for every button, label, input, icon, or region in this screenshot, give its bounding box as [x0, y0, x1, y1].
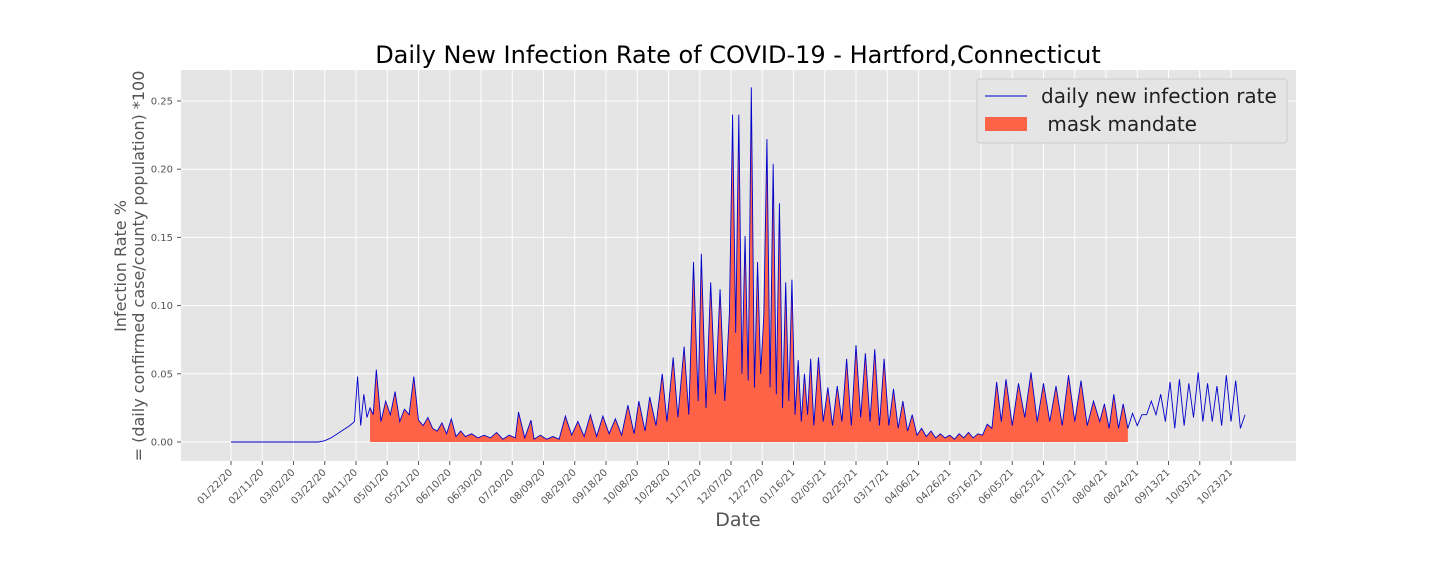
y-tick-label-2: 0.10	[151, 301, 173, 312]
legend: daily new infection rate mask mandate	[976, 78, 1288, 144]
y-axis-title-line1: Infection Rate %	[111, 200, 130, 332]
x-axis-ticks: 01/22/2002/11/2003/02/2003/22/2004/11/20…	[196, 461, 1235, 507]
mask-mandate-area-group	[370, 87, 1128, 443]
y-axis-ticks: 0.00 0.05 0.10 0.15 0.20 0.25	[151, 97, 181, 449]
y-tick-label-0: 0.00	[151, 438, 173, 449]
mask-mandate-area	[370, 87, 1128, 443]
y-axis-title: Infection Rate % = (daily confirmed case…	[111, 71, 148, 462]
legend-fill-swatch	[985, 117, 1027, 131]
chart-title: Daily New Infection Rate of COVID-19 - H…	[375, 41, 1101, 69]
infection-rate-line-group	[231, 87, 1246, 443]
legend-label-mask-mandate: mask mandate	[1041, 112, 1197, 136]
x-axis-title: Date	[715, 509, 760, 531]
y-axis-title-line2: = (daily confirmed case/county populatio…	[129, 71, 148, 462]
legend-label-infection-rate: daily new infection rate	[1041, 84, 1277, 108]
y-tick-label-5: 0.25	[151, 97, 173, 108]
y-tick-label-4: 0.20	[151, 165, 173, 176]
legend-box	[976, 78, 1288, 144]
y-tick-label-1: 0.05	[151, 369, 173, 380]
infection-rate-line	[231, 87, 1246, 443]
y-tick-label-3: 0.15	[151, 233, 173, 244]
